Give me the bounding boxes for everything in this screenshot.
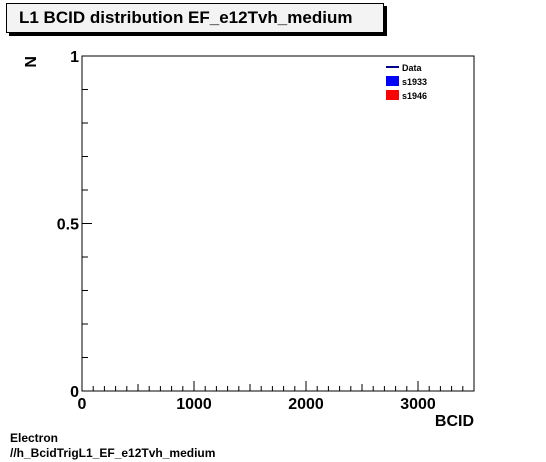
chart-title: L1 BCID distribution EF_e12Tvh_medium — [19, 8, 353, 27]
x-axis-label: BCID — [435, 413, 474, 430]
x-tick-label: 0 — [78, 396, 87, 413]
legend-swatch-s1933 — [386, 76, 399, 86]
y-tick-label: 1 — [70, 49, 79, 66]
plot-frame — [81, 55, 475, 392]
legend-label: s1933 — [402, 77, 427, 87]
legend-swatch-s1946 — [386, 90, 399, 100]
footer-line-2: //h_BcidTrigL1_EF_e12Tvh_medium — [10, 446, 216, 460]
x-tick-label: 3000 — [400, 396, 436, 413]
legend-label: s1946 — [402, 91, 427, 101]
x-tick-label: 1000 — [176, 396, 212, 413]
legend-label: Data — [402, 63, 423, 73]
y-axis-label: N — [23, 56, 40, 68]
y-tick-label: 0 — [70, 384, 79, 401]
footer-line-1: Electron — [10, 431, 59, 445]
y-tick-label: 0.5 — [57, 217, 79, 234]
x-tick-label: 2000 — [288, 396, 324, 413]
chart-title-box: L1 BCID distribution EF_e12Tvh_medium — [6, 3, 384, 33]
